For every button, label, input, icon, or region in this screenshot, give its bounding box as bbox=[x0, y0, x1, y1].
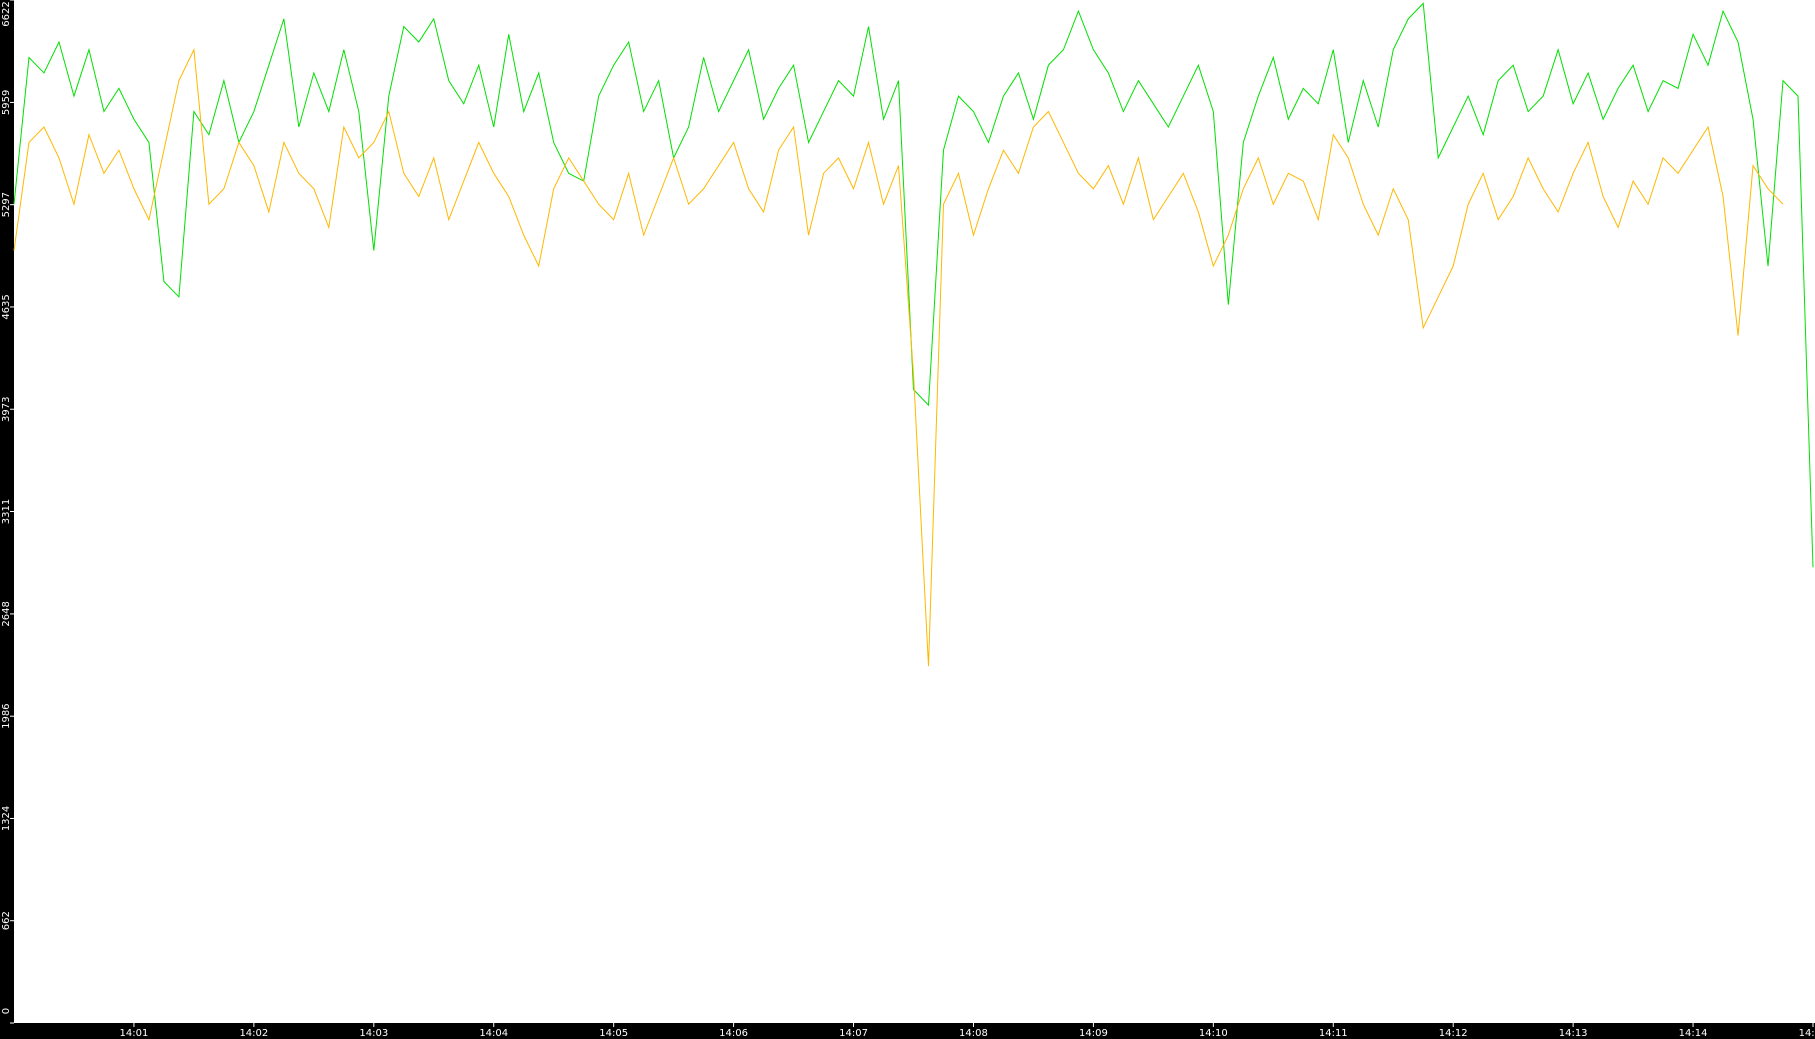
y-axis-strip bbox=[0, 0, 14, 1039]
series-line bbox=[13, 47, 1784, 667]
y-tick-label: 3973 bbox=[1, 397, 12, 422]
series-line bbox=[13, 2, 1814, 568]
x-tick-label: 14:11 bbox=[1319, 1028, 1348, 1039]
y-tick-label: 0 bbox=[1, 1008, 12, 1014]
x-tick-label: 14:07 bbox=[839, 1028, 868, 1039]
y-tick-label: 1986 bbox=[1, 703, 12, 728]
x-tick-label: 14:01 bbox=[120, 1028, 149, 1039]
x-tick-label: 14:03 bbox=[359, 1028, 388, 1039]
y-tick-label: 3311 bbox=[1, 499, 12, 524]
x-tick-label: 14:13 bbox=[1559, 1028, 1588, 1039]
x-tick-label: 14:06 bbox=[719, 1028, 748, 1039]
y-tick-label: 1324 bbox=[1, 806, 12, 831]
x-tick-label: 14:05 bbox=[599, 1028, 628, 1039]
x-tick-label: 14:14 bbox=[1679, 1028, 1708, 1039]
y-tick-label: 662 bbox=[1, 911, 12, 930]
x-tick-label: 14:10 bbox=[1199, 1028, 1228, 1039]
x-tick-label: 14:02 bbox=[239, 1028, 268, 1039]
x-tick-label: 14:04 bbox=[479, 1028, 508, 1039]
x-tick-label: 14:15 bbox=[1799, 1028, 1815, 1039]
y-tick-label: 6622 bbox=[1, 1, 12, 26]
x-axis-strip bbox=[0, 1023, 1815, 1039]
x-tick-label: 14:09 bbox=[1079, 1028, 1108, 1039]
y-tick-label: 2648 bbox=[1, 601, 12, 626]
x-tick-label: 14:12 bbox=[1439, 1028, 1468, 1039]
y-tick-label: 5297 bbox=[1, 192, 12, 217]
y-tick-label: 5959 bbox=[1, 90, 12, 115]
x-tick-label: 14:08 bbox=[959, 1028, 988, 1039]
y-tick-label: 4635 bbox=[1, 294, 12, 319]
